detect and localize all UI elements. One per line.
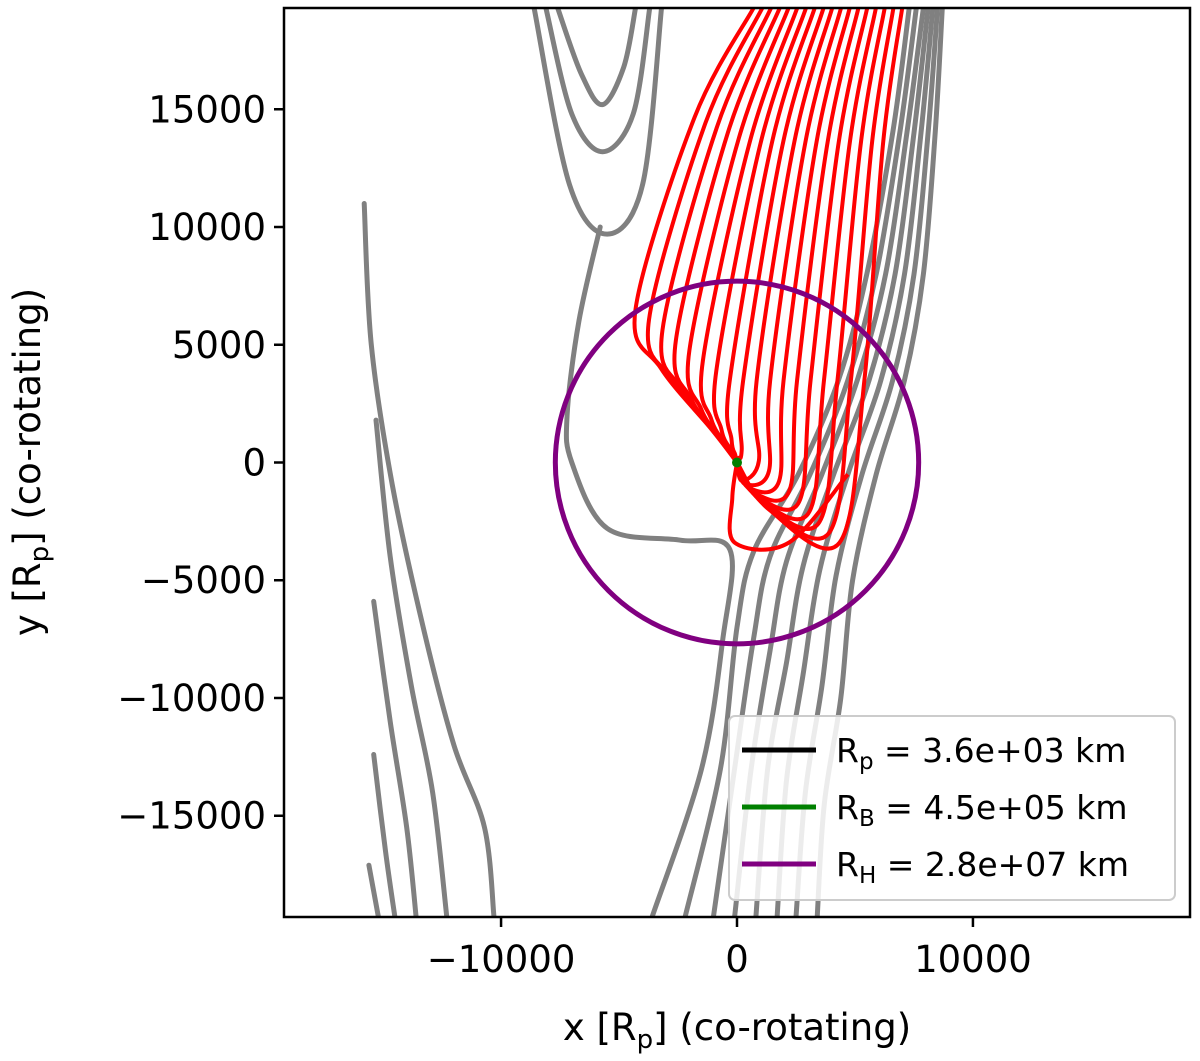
legend: Rp = 3.6e+03 km RB = 4.5e+05 km RH = 2.8e+… bbox=[728, 715, 1176, 901]
streamline-horseshoe-3 bbox=[531, 8, 664, 237]
accreted-streamline bbox=[645, 8, 765, 465]
y-tick-label: −10000 bbox=[117, 677, 266, 720]
streamline-horseshoe-1 bbox=[555, 8, 638, 108]
accreted-streamline bbox=[735, 8, 905, 551]
x-tick-label: 0 bbox=[725, 938, 749, 981]
legend-box bbox=[728, 715, 1176, 901]
accreted-streamline bbox=[727, 462, 850, 552]
x-tick-label: −10000 bbox=[427, 938, 576, 981]
x-axis-ticks: −10000 0 10000 bbox=[427, 917, 1032, 981]
x-axis-label: x [Rp] (co-rotating) bbox=[563, 1006, 911, 1055]
y-tick-label: 15000 bbox=[148, 88, 266, 131]
y-tick-label: 0 bbox=[242, 442, 266, 485]
legend-label: Rp = 3.6e+03 km bbox=[836, 731, 1126, 775]
y-tick-label: 10000 bbox=[148, 206, 266, 249]
streamline-deflected-inner bbox=[563, 224, 735, 917]
streamline-far-left-3 bbox=[371, 598, 419, 917]
legend-label: RB = 4.5e+05 km bbox=[836, 788, 1128, 832]
streamline-right-1 bbox=[682, 8, 912, 917]
streamline-far-left-4 bbox=[371, 752, 398, 917]
y-axis-label: y [Rp] (co-rotating) bbox=[6, 288, 55, 636]
legend-label: RH = 2.8e+07 km bbox=[836, 845, 1129, 889]
y-tick-label: −5000 bbox=[141, 559, 266, 602]
streamline-horseshoe-2 bbox=[543, 8, 653, 155]
bondi-radius-marker bbox=[732, 457, 742, 468]
legend-entries: Rp = 3.6e+03 km RB = 4.5e+05 km RH = 2.8e+… bbox=[742, 731, 1129, 889]
hill-sphere-circle bbox=[552, 278, 922, 647]
streamline-far-left-2 bbox=[373, 417, 450, 917]
y-axis-ticks: 15000 10000 5000 0 −5000 −10000 −15000 bbox=[117, 88, 284, 838]
accreted-streamline bbox=[725, 8, 817, 465]
y-tick-label: −15000 bbox=[117, 795, 266, 838]
x-tick-label: 10000 bbox=[914, 938, 1032, 981]
streamline-far-left-5 bbox=[366, 862, 381, 917]
streamline-far-left-1 bbox=[361, 201, 497, 917]
y-tick-label: 5000 bbox=[172, 324, 266, 367]
